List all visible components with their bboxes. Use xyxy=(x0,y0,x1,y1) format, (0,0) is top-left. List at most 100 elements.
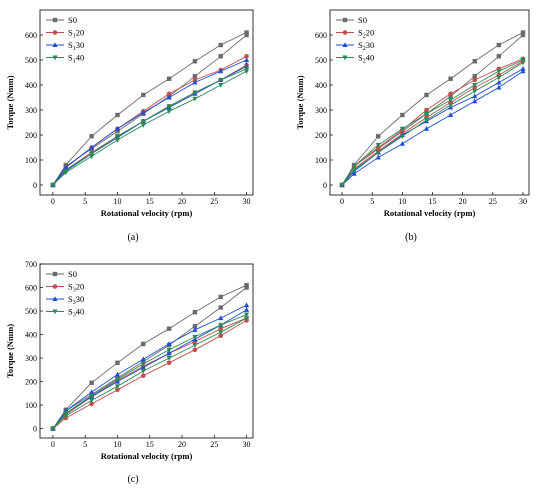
series-0 xyxy=(50,282,249,431)
data-point xyxy=(218,68,224,74)
x-tick-label: 25 xyxy=(489,197,497,206)
x-tick-label: 5 xyxy=(83,440,87,449)
x-tick-label: 10 xyxy=(398,197,406,206)
x-tick-label: 25 xyxy=(210,197,218,206)
data-point xyxy=(218,83,224,88)
legend-marker xyxy=(52,55,58,61)
y-tick-label: 0 xyxy=(33,181,37,190)
x-tick-label: 15 xyxy=(146,440,154,449)
data-point xyxy=(472,89,478,95)
data-point xyxy=(218,326,224,331)
data-point xyxy=(520,65,526,71)
x-axis-label: Rotational velocity (rpm) xyxy=(384,208,476,218)
data-point xyxy=(89,134,94,139)
data-point xyxy=(63,413,69,419)
x-tick-label: 15 xyxy=(146,197,154,206)
series-line xyxy=(341,59,524,186)
legend-marker xyxy=(52,271,58,277)
data-point xyxy=(243,312,250,318)
y-tick-label: 200 xyxy=(315,131,327,140)
legend-marker xyxy=(52,30,58,35)
legend-entry-label: S0 xyxy=(68,15,77,25)
data-point xyxy=(375,143,381,148)
data-point xyxy=(218,333,224,339)
plot-frame xyxy=(39,263,254,439)
data-point xyxy=(218,305,223,310)
y-axis-label: Torque (Nmm) xyxy=(5,75,15,129)
x-tick-label: 20 xyxy=(459,197,467,206)
data-point xyxy=(218,42,223,48)
series-line xyxy=(52,68,247,186)
data-point xyxy=(424,92,429,98)
legend-marker xyxy=(52,284,58,289)
panel-caption: (c) xyxy=(127,474,138,485)
data-point xyxy=(166,104,172,110)
x-tick-label: 15 xyxy=(429,197,437,206)
data-point xyxy=(114,138,121,143)
data-point xyxy=(520,32,526,38)
legend-marker xyxy=(52,296,58,301)
data-point xyxy=(496,79,502,85)
data-point xyxy=(496,69,502,75)
data-point xyxy=(218,330,224,335)
y-tick-label: 400 xyxy=(25,81,37,90)
x-tick-label: 20 xyxy=(178,197,186,206)
data-point xyxy=(50,183,56,188)
legend-entry-label: S230 xyxy=(358,40,374,52)
x-tick-label: 25 xyxy=(210,440,218,449)
data-point xyxy=(114,134,121,140)
y-tick-label: 300 xyxy=(315,106,327,115)
data-point xyxy=(50,426,56,432)
legend-entry-label: S220 xyxy=(358,28,374,40)
data-point xyxy=(243,57,250,62)
data-point xyxy=(520,30,526,35)
y-tick-label: 0 xyxy=(33,424,37,433)
x-tick-label: 5 xyxy=(83,197,87,206)
data-point xyxy=(244,30,249,35)
data-point xyxy=(472,59,477,64)
series-3 xyxy=(339,58,526,188)
legend-marker xyxy=(342,30,348,35)
data-point xyxy=(89,398,95,404)
data-point xyxy=(351,168,357,173)
x-tick-label: 5 xyxy=(370,197,374,206)
data-point xyxy=(423,111,430,117)
y-tick-label: 200 xyxy=(25,377,37,386)
legend-entry-label: S330 xyxy=(68,294,84,306)
data-point xyxy=(448,94,453,99)
y-tick-label: 500 xyxy=(315,56,327,65)
y-tick-label: 400 xyxy=(25,330,37,339)
data-point xyxy=(244,285,249,290)
legend-marker xyxy=(52,17,58,23)
series-line xyxy=(52,317,247,429)
data-point xyxy=(89,144,95,150)
data-point xyxy=(192,74,198,79)
data-point xyxy=(115,129,120,134)
series-line xyxy=(52,304,247,429)
data-point xyxy=(448,76,453,81)
legend-marker xyxy=(52,309,58,315)
y-tick-label: 200 xyxy=(25,131,37,140)
data-point xyxy=(166,91,172,97)
data-point xyxy=(192,347,198,353)
data-point xyxy=(140,364,146,370)
legend-entry-label: S320 xyxy=(68,282,84,294)
y-tick-label: 600 xyxy=(315,31,327,40)
data-point xyxy=(140,368,146,374)
y-tick-label: 500 xyxy=(25,56,37,65)
data-point xyxy=(166,347,172,353)
data-point xyxy=(192,343,198,348)
chart-panel-b: 0 5 10 15 20 25 300100200300400500600Rotationa… xyxy=(295,9,530,243)
series-2 xyxy=(50,57,250,187)
y-tick-label: 400 xyxy=(315,81,327,90)
data-point xyxy=(166,350,172,356)
data-point xyxy=(448,112,454,117)
data-point xyxy=(89,380,94,385)
data-point xyxy=(472,98,478,104)
data-point xyxy=(114,125,121,131)
legend-entry-label: S240 xyxy=(358,53,374,65)
legend-entry-label: S0 xyxy=(68,269,77,279)
data-point xyxy=(351,170,357,176)
legend-entry-label: S340 xyxy=(68,307,84,319)
